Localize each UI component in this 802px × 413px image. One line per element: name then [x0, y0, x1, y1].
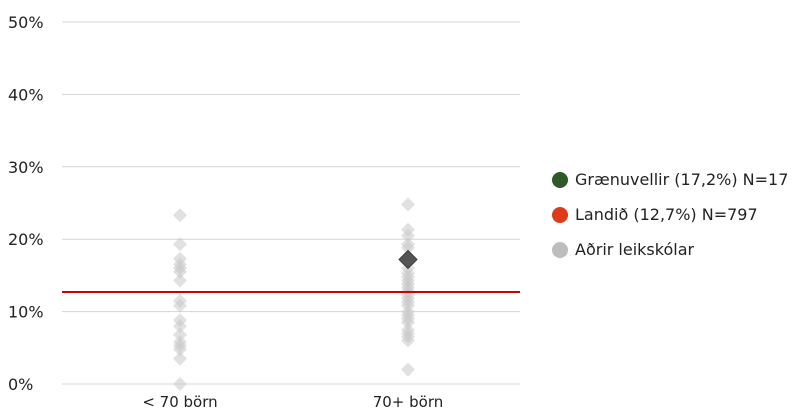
x-category-label: < 70 börn [142, 393, 217, 411]
y-tick-label: 20% [8, 230, 44, 249]
data-point-other [173, 377, 187, 391]
y-tick-label: 0% [8, 375, 33, 394]
y-tick-label: 40% [8, 85, 44, 104]
data-point-other [173, 327, 187, 342]
data-point-other [173, 342, 187, 357]
data-point-other [173, 351, 187, 366]
chart-legend: Grænuvellir (17,2%) N=17 Landið (12,7%) … [552, 168, 802, 273]
data-point-other [401, 240, 415, 255]
data-point-other [401, 333, 415, 348]
legend-marker-adrir-leikskolar [552, 241, 568, 258]
legend-item-landid[interactable]: Landið (12,7%) N=797 [552, 203, 802, 226]
legend-label-graenuvellir: Grænuvellir (17,2%) N=17 [575, 170, 789, 189]
legend-marker-graenuvellir [552, 171, 568, 188]
legend-item-graenuvellir[interactable]: Grænuvellir (17,2%) N=17 [552, 168, 802, 191]
data-point-other [173, 237, 187, 252]
legend-label-landid: Landið (12,7%) N=797 [575, 205, 758, 224]
data-point-other [173, 208, 187, 223]
data-point-other [173, 264, 187, 279]
data-point-other [173, 298, 187, 313]
y-tick-label: 30% [8, 158, 44, 177]
legend-item-adrir-leikskolar[interactable]: Aðrir leikskólar [552, 238, 802, 261]
y-tick-label: 50% [8, 13, 44, 32]
data-point-graenuvellir [398, 249, 418, 270]
data-point-other [401, 197, 415, 212]
data-point-other [173, 319, 187, 334]
data-point-other [401, 228, 415, 243]
y-tick-label: 10% [8, 303, 44, 322]
data-point-other [401, 362, 415, 377]
legend-marker-landid [552, 206, 568, 223]
data-point-other [173, 273, 187, 288]
x-category-label: 70+ börn [373, 393, 444, 411]
legend-label-adrir-leikskolar: Aðrir leikskólar [575, 240, 695, 259]
data-point-other [401, 315, 415, 330]
